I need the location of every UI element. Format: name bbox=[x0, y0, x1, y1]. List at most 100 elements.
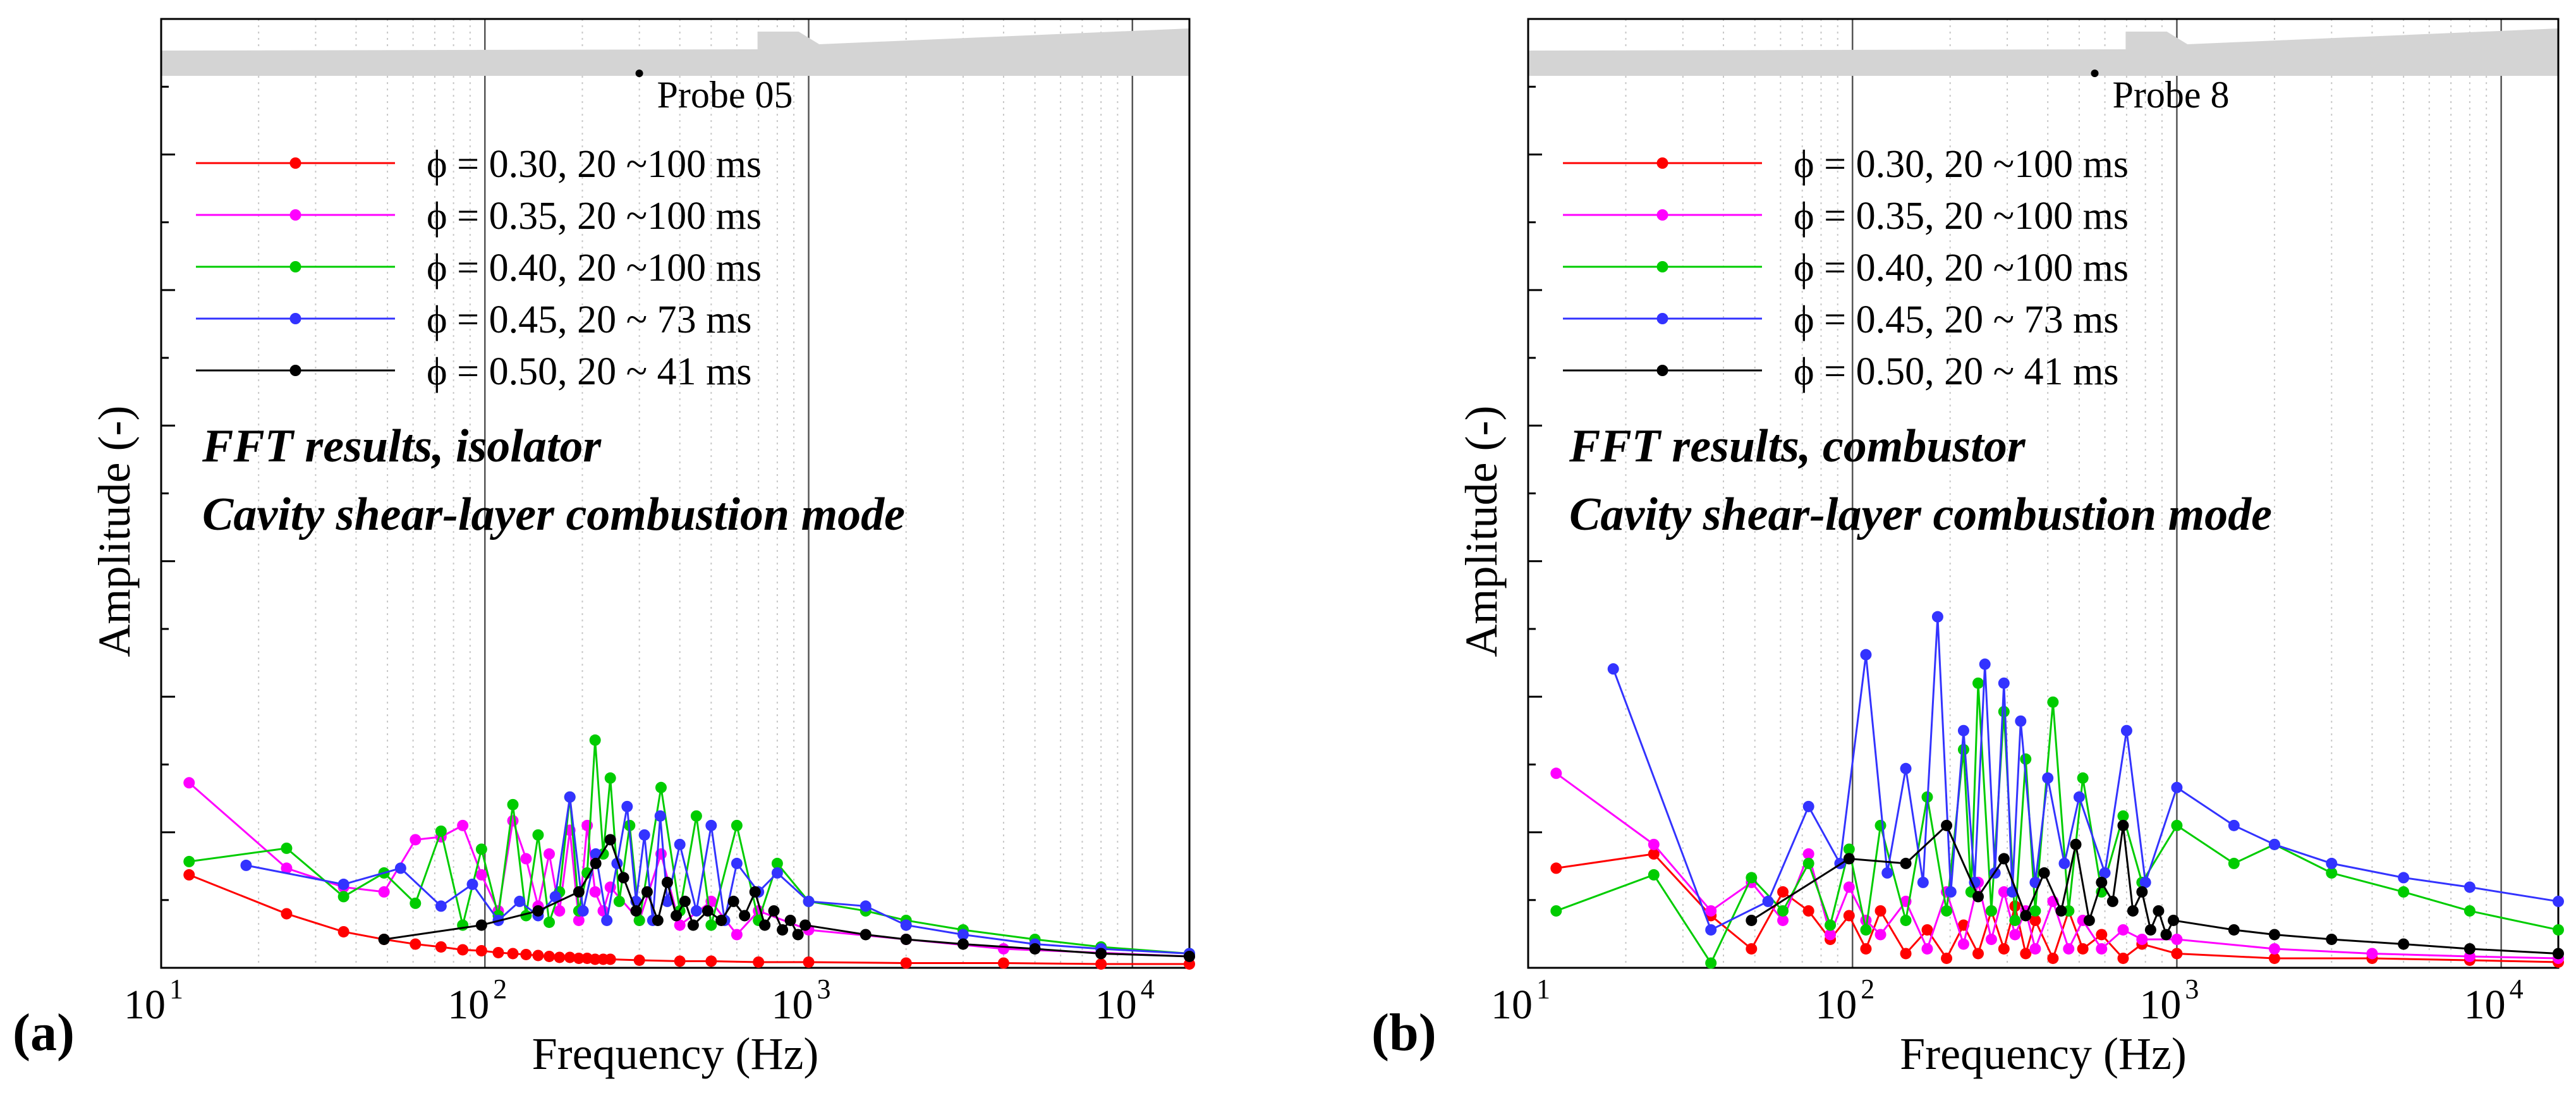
legend-entry: ϕ = 0.40, 20 ~100 ms bbox=[427, 247, 762, 290]
data-point bbox=[997, 943, 1009, 955]
legend-marker bbox=[1656, 365, 1668, 376]
data-point bbox=[2171, 948, 2183, 960]
data-point bbox=[1969, 876, 1981, 888]
data-point bbox=[281, 862, 293, 874]
data-point bbox=[739, 910, 751, 922]
data-point bbox=[1874, 819, 1886, 831]
data-point bbox=[604, 772, 616, 784]
data-point bbox=[435, 941, 447, 953]
legend: ϕ = 0.30, 20 ~100 ms ϕ = 0.35, 20 ~100 ms… bbox=[1563, 143, 2129, 393]
x-tick-label: 10 bbox=[2464, 982, 2506, 1028]
data-point bbox=[573, 914, 585, 926]
data-point bbox=[1941, 819, 1953, 831]
data-point bbox=[183, 855, 195, 867]
grid bbox=[1625, 19, 2502, 968]
data-point bbox=[652, 914, 664, 926]
data-point bbox=[378, 886, 390, 898]
data-point bbox=[997, 957, 1009, 969]
data-point bbox=[549, 891, 561, 903]
data-point bbox=[957, 929, 969, 941]
data-point bbox=[457, 819, 469, 831]
data-point bbox=[1900, 762, 1912, 774]
data-point bbox=[792, 929, 804, 941]
data-point bbox=[900, 957, 912, 969]
x-tick-label: 10 bbox=[447, 982, 489, 1028]
data-point bbox=[1921, 924, 1933, 936]
data-point bbox=[1843, 910, 1855, 922]
data-point bbox=[475, 869, 487, 881]
probe-marker bbox=[635, 70, 643, 77]
data-point bbox=[2136, 933, 2148, 945]
data-point bbox=[674, 955, 686, 967]
annotation-line: Cavity shear-layer combustion mode bbox=[1569, 489, 2272, 540]
probe-label: Probe 05 bbox=[657, 74, 793, 116]
data-point bbox=[2047, 952, 2059, 964]
legend-entry: ϕ = 0.30, 20 ~100 ms bbox=[427, 143, 762, 186]
data-point bbox=[554, 951, 566, 963]
data-point bbox=[1843, 843, 1855, 855]
series-line bbox=[1612, 616, 2559, 931]
data-point bbox=[378, 933, 390, 945]
series-line bbox=[384, 838, 1190, 958]
annotation-line: FFT results, isolator bbox=[202, 420, 602, 472]
data-point bbox=[240, 859, 252, 871]
data-point bbox=[784, 914, 796, 926]
data-point bbox=[2047, 696, 2059, 708]
legend-entry: ϕ = 0.50, 20 ~ 41 ms bbox=[1794, 350, 2119, 393]
data-point bbox=[1802, 905, 1814, 917]
data-point bbox=[1941, 952, 1953, 964]
legend-entry: ϕ = 0.30, 20 ~100 ms bbox=[1794, 143, 2129, 186]
data-point bbox=[544, 916, 556, 928]
data-point bbox=[1802, 848, 1814, 860]
data-point bbox=[507, 798, 519, 810]
data-point bbox=[2171, 781, 2183, 793]
data-point bbox=[1777, 905, 1789, 917]
data-point bbox=[2029, 914, 2041, 926]
legend-marker bbox=[289, 313, 301, 324]
data-point bbox=[1746, 943, 1758, 955]
data-point bbox=[1802, 800, 1814, 812]
x-axis-label: Frequency (Hz) bbox=[532, 1029, 819, 1079]
data-point bbox=[2117, 924, 2129, 936]
data-point bbox=[394, 862, 406, 874]
data-point bbox=[1843, 853, 1855, 865]
data-point bbox=[532, 905, 544, 917]
data-point bbox=[1972, 948, 1984, 960]
data-point bbox=[183, 869, 195, 881]
data-point bbox=[337, 891, 349, 903]
data-point bbox=[1648, 838, 1660, 850]
data-point bbox=[1095, 948, 1107, 960]
data-point bbox=[2042, 772, 2054, 784]
data-point bbox=[2096, 943, 2108, 955]
legend-entry: ϕ = 0.35, 20 ~100 ms bbox=[427, 195, 762, 238]
series-ϕ = 0.50, 20 ~ 41 ms bbox=[378, 834, 1195, 962]
legend-marker bbox=[1656, 261, 1668, 272]
data-point bbox=[1972, 891, 1984, 903]
data-point bbox=[604, 834, 616, 846]
data-point bbox=[1945, 886, 1957, 898]
data-point bbox=[2160, 929, 2172, 941]
data-point bbox=[2398, 938, 2410, 950]
x-tick-label: 10 bbox=[124, 982, 166, 1028]
data-point bbox=[2464, 881, 2476, 893]
data-point bbox=[2228, 924, 2240, 936]
data-point bbox=[590, 848, 602, 860]
data-point bbox=[475, 944, 487, 956]
data-point bbox=[2058, 857, 2070, 869]
data-point bbox=[2077, 772, 2089, 784]
annotation-line: FFT results, combustor bbox=[1569, 420, 2026, 472]
data-point bbox=[674, 919, 686, 931]
data-point bbox=[679, 895, 691, 907]
data-point bbox=[1825, 919, 1837, 931]
data-point bbox=[1648, 848, 1660, 860]
data-point bbox=[2020, 753, 2032, 765]
data-point bbox=[731, 929, 743, 941]
series-line bbox=[246, 796, 1190, 955]
series-line bbox=[1751, 824, 2559, 955]
data-point bbox=[1998, 943, 2010, 955]
data-point bbox=[475, 919, 487, 931]
data-point bbox=[2009, 929, 2021, 941]
data-point bbox=[2096, 929, 2108, 941]
data-point bbox=[435, 900, 447, 912]
annotation: FFT results, combustor Cavity shear-layer… bbox=[1569, 420, 2272, 540]
